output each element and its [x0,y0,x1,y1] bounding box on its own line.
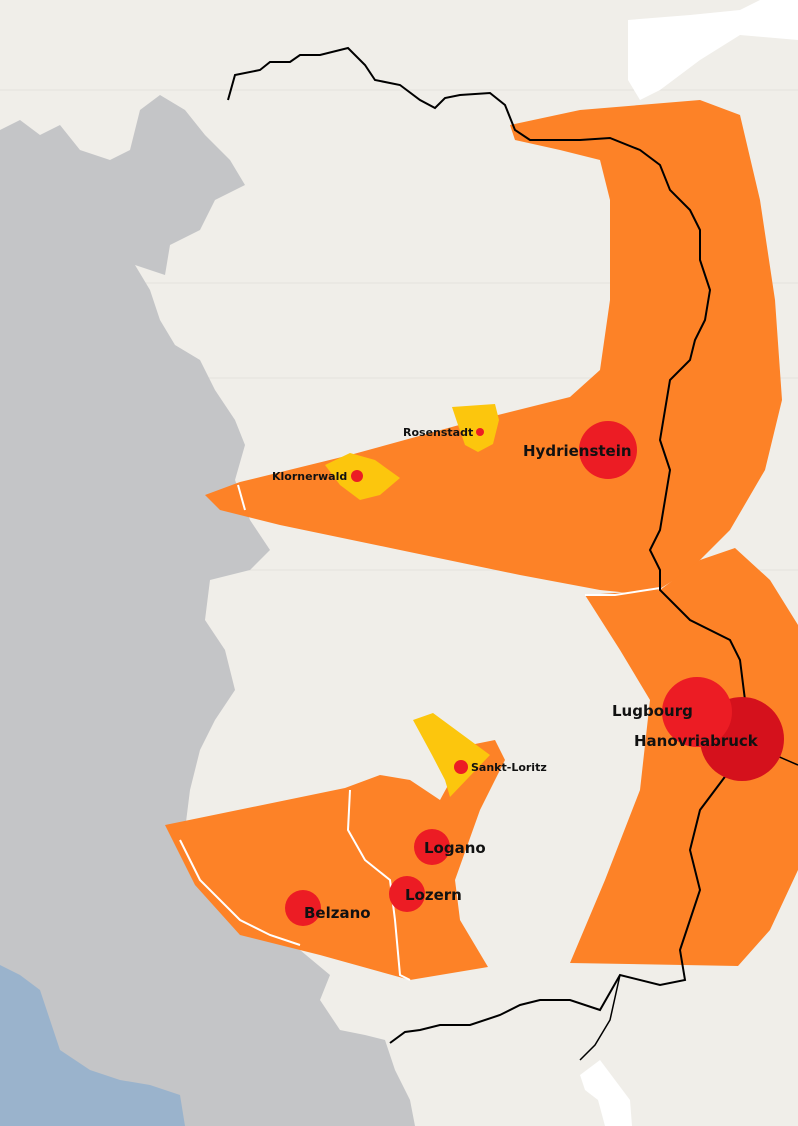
city-marker-sankt-loritz [454,760,468,774]
cities [285,421,784,926]
city-label-lugbourg: Lugbourg [612,702,693,720]
zone-east [570,548,798,966]
city-marker-lozern [389,876,425,912]
city-marker-belzano [285,890,321,926]
city-label-hydrienstein: Hydrienstein [523,442,632,460]
city-marker-rosenstadt [476,428,484,436]
zone-south [165,740,505,980]
city-label-lozern: Lozern [405,886,462,904]
city-label-hanovriabruck: Hanovriabruck [634,732,759,750]
national-border [227,46,747,1044]
zone-sankt-loritz [413,713,490,797]
city-marker-hydrienstein [579,421,637,479]
city-label-rosenstadt: Rosenstadt [403,426,473,439]
city-labels: Hydrienstein Rosenstadt Klornerwald Lugb… [272,426,759,922]
zone-rosenstadt [452,404,499,452]
city-label-sankt-loritz: Sankt-Loritz [471,761,547,774]
white-river-top [628,0,798,100]
city-label-klornerwald: Klornerwald [272,470,347,483]
neighbor-country [0,95,415,1126]
sea [0,965,185,1126]
city-marker-logano [414,829,450,865]
city-label-belzano: Belzano [304,904,371,922]
city-label-logano: Logano [424,839,486,857]
white-river-bottom [580,1060,632,1126]
city-marker-klornerwald [351,470,363,482]
internal-boundaries [179,484,661,981]
city-marker-lugbourg [662,677,732,747]
risk-zones [165,100,798,980]
